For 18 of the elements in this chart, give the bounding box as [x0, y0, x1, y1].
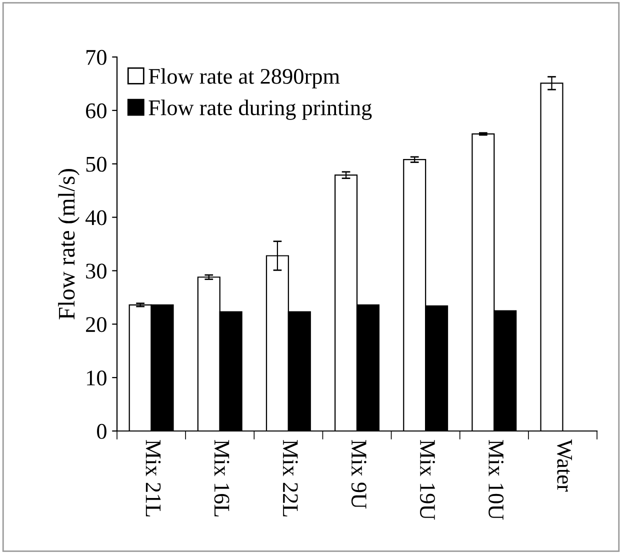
legend-label: Flow rate during printing — [148, 100, 372, 120]
y-tick-label: 10 — [87, 370, 106, 386]
y-tick-label: 30 — [86, 264, 106, 279]
x-tick-label: Mix 19U — [420, 440, 435, 520]
x-tick-label: Water — [557, 439, 572, 492]
legend-label: Flow rate at 2890rpm — [148, 68, 340, 88]
y-tick-label: 0 — [97, 424, 106, 439]
x-tick-label: Mix 21L — [146, 440, 161, 516]
x-tick-label: Mix 9U — [351, 440, 366, 509]
y-tick-label: 60 — [86, 103, 106, 118]
x-tick-label: Mix 22L — [283, 440, 298, 516]
x-tick-label: Mix 16L — [214, 440, 230, 516]
x-tick-label: Mix 10U — [488, 440, 504, 520]
y-tick-label: 40 — [85, 210, 106, 226]
y-tick-label: 50 — [86, 156, 106, 172]
y-tick-label: 70 — [86, 50, 106, 65]
y-tick-label: 20 — [86, 317, 106, 332]
y-axis-title: Flow rate (ml/s) — [58, 168, 80, 320]
